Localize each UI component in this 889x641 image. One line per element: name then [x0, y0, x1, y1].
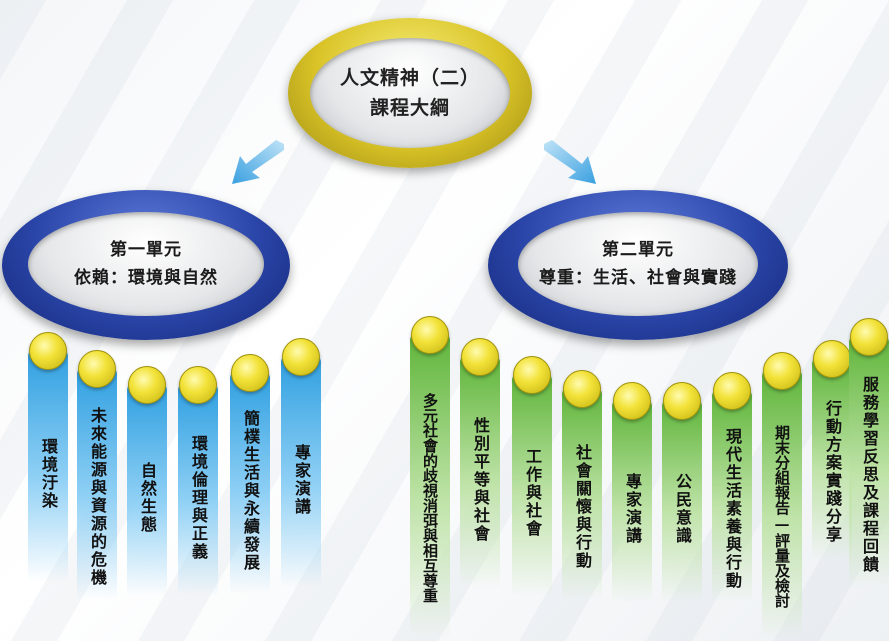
topic-bullet — [513, 356, 551, 394]
title-line1: 人文精神（二） — [339, 67, 480, 89]
topic-pillar: 行動方案實踐分享 — [812, 340, 852, 560]
topic-label: 未來能源與資源的危機 — [88, 407, 107, 587]
unit1-label: 第一單元 — [110, 240, 182, 260]
topic-pillar: 性別平等與社會 — [460, 338, 500, 588]
topic-bullet — [231, 354, 269, 392]
topic-bullet — [461, 338, 499, 376]
topic-pillar: 多元社會的歧視消弭與相互尊重 — [410, 316, 450, 638]
topic-label: 期末分組報告—評量及檢討 — [773, 424, 791, 608]
topic-label: 簡樸生活與永續發展 — [241, 410, 260, 572]
topic-pillar: 專家演講 — [281, 338, 321, 588]
topic-bullet — [282, 338, 320, 376]
unit2-label: 第二單元 — [602, 240, 674, 260]
topic-bullet — [663, 382, 701, 420]
unit2-oval: 第二單元 尊重：生活、社會與實踐 — [518, 212, 758, 316]
topic-pillar: 自然生態 — [127, 366, 167, 596]
topic-label: 專家演講 — [623, 473, 642, 545]
topic-pillar: 社會關懷與行動 — [562, 370, 602, 600]
topic-bullet — [850, 318, 888, 356]
topic-label: 多元社會的歧視消弭與相互尊重 — [421, 393, 439, 603]
title-line2: 課程大綱 — [369, 97, 450, 119]
topic-bullet — [713, 372, 751, 410]
topic-bullet — [128, 366, 166, 404]
topic-pillar: 環境汙染 — [28, 332, 68, 582]
topic-bullet — [78, 350, 116, 388]
topic-pillar: 期末分組報告—評量及檢討 — [762, 352, 802, 638]
topic-label: 現代生活素養與行動 — [723, 428, 742, 590]
topic-bullet — [763, 352, 801, 390]
title-oval: 人文精神（二） 課程大綱 — [310, 38, 510, 148]
arrow-left-icon — [232, 140, 284, 184]
topic-label: 公民意識 — [673, 473, 692, 545]
unit1-oval: 第一單元 依賴：環境與自然 — [28, 212, 264, 316]
topic-pillar: 現代生活素養與行動 — [712, 372, 752, 602]
topic-bullet — [563, 370, 601, 408]
topic-label: 社會關懷與行動 — [573, 444, 592, 570]
topic-label: 性別平等與社會 — [471, 417, 490, 543]
topic-pillar: 簡樸生活與永續發展 — [230, 354, 270, 594]
unit1-subtitle: 依賴：環境與自然 — [74, 268, 218, 288]
topic-pillar: 環境倫理與正義 — [178, 366, 218, 596]
topic-bullet — [411, 316, 449, 354]
topic-label: 行動方案實踐分享 — [823, 400, 842, 544]
topic-pillar: 服務學習反思及課程回饋 — [849, 318, 889, 588]
topic-label: 專家演講 — [292, 444, 311, 516]
topic-label: 服務學習反思及課程回饋 — [860, 376, 879, 574]
topic-pillar: 專家演講 — [612, 382, 652, 602]
topic-pillar: 未來能源與資源的危機 — [77, 350, 117, 600]
arrow-right-icon — [544, 140, 596, 184]
topic-bullet — [813, 340, 851, 378]
topic-label: 環境倫理與正義 — [189, 435, 208, 561]
topic-label: 環境汙染 — [39, 438, 58, 510]
topic-bullet — [179, 366, 217, 404]
topic-bullet — [29, 332, 67, 370]
unit2-subtitle: 尊重：生活、社會與實踐 — [539, 268, 737, 288]
topic-pillar: 公民意識 — [662, 382, 702, 602]
topic-bullet — [613, 382, 651, 420]
topic-label: 自然生態 — [138, 462, 157, 534]
topic-pillar: 工作與社會 — [512, 356, 552, 596]
topic-label: 工作與社會 — [523, 448, 542, 538]
